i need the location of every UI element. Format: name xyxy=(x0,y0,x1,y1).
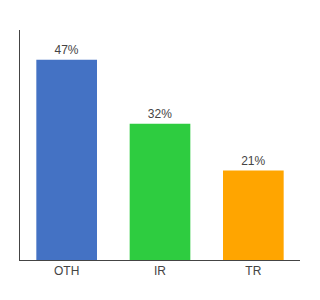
svg-text:IR: IR xyxy=(154,264,166,278)
svg-text:21%: 21% xyxy=(241,154,265,168)
svg-text:TR: TR xyxy=(245,264,261,278)
svg-text:47%: 47% xyxy=(54,43,78,57)
svg-text:OTH: OTH xyxy=(54,264,79,278)
svg-text:32%: 32% xyxy=(148,107,172,121)
